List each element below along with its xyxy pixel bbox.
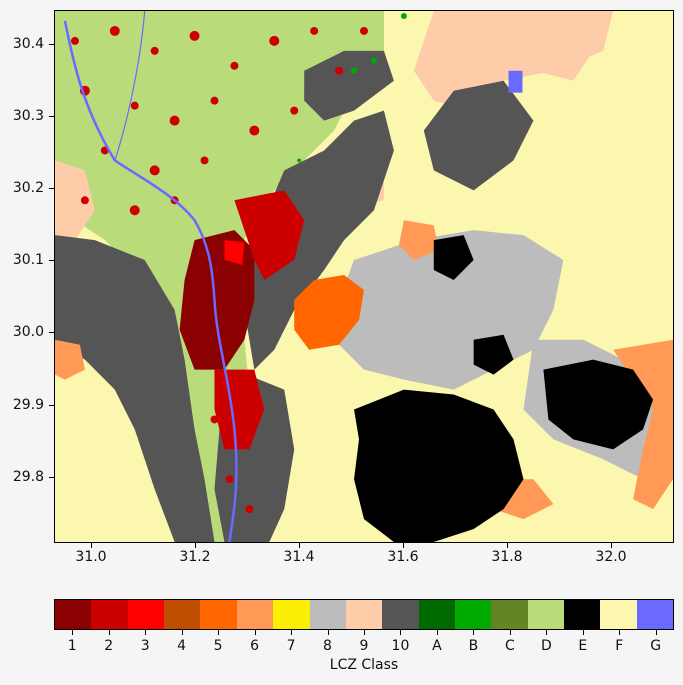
nile-branch — [114, 11, 146, 161]
region-heavy-industry-n — [304, 50, 394, 121]
region-sparsely-built-ne2 — [513, 11, 594, 81]
colorbar-swatch-2 — [91, 600, 128, 629]
colorbar-swatch-a — [418, 600, 455, 629]
x-tick-label: 31.2 — [179, 549, 211, 565]
colorbar-swatch-e — [564, 600, 601, 629]
y-tick-mark — [49, 405, 54, 406]
lcz-colorbar-ticks: 1 2 3 4 5 6 7 8 9 10 A B C D E F G — [54, 630, 674, 654]
colorbar-tick-label: 9 — [346, 630, 382, 654]
region-sparsely-built-w — [55, 160, 95, 241]
x-tick-mark — [507, 543, 508, 548]
y-tick-label: 29.9 — [12, 397, 44, 413]
y-tick-label: 30.2 — [12, 180, 44, 196]
x-tick-mark — [195, 543, 196, 548]
colorbar-tick-label: G — [638, 630, 674, 654]
region-open-lowrise-w — [55, 339, 85, 380]
region-open-lowrise-c — [398, 220, 439, 261]
y-tick-mark — [49, 260, 54, 261]
region-compact-midrise-s — [214, 369, 265, 450]
villages — [70, 25, 368, 514]
region-compact-highrise — [179, 230, 255, 370]
region-bare-rock — [354, 389, 524, 542]
colorbar-tick-label: 4 — [163, 630, 199, 654]
colorbar-tick-label: 6 — [236, 630, 272, 654]
colorbar-tick-label: D — [528, 630, 564, 654]
colorbar-tick-label: B — [455, 630, 491, 654]
colorbar-swatch-7 — [273, 600, 310, 629]
colorbar-tick-label: 2 — [90, 630, 126, 654]
x-tick-label: 31.0 — [75, 549, 107, 565]
colorbar-swatch-5 — [200, 600, 237, 629]
colorbar-swatch-10 — [382, 600, 419, 629]
colorbar-tick-label: 7 — [273, 630, 309, 654]
y-tick-label: 30.3 — [12, 108, 44, 124]
colorbar-tick-label: A — [419, 630, 455, 654]
region-bare-rock-c2 — [473, 334, 514, 375]
colorbar-swatch-1 — [55, 600, 92, 629]
colorbar-swatch-b — [454, 600, 492, 629]
region-open-midrise — [294, 275, 364, 350]
y-tick-mark — [49, 477, 54, 478]
region-compact-lowrise — [224, 240, 245, 266]
x-tick-label: 32.0 — [595, 549, 627, 565]
y-tick-mark — [49, 116, 54, 117]
region-heavy-industry-c — [244, 110, 394, 370]
colorbar-swatch-g — [636, 600, 674, 629]
colorbar-tick-label: C — [492, 630, 528, 654]
y-tick-label: 30.4 — [12, 36, 44, 52]
lcz-map-raster — [55, 11, 673, 542]
region-bare-rock-c — [433, 235, 474, 280]
colorbar-swatch-9 — [345, 600, 383, 629]
colorbar-tick-label: 5 — [200, 630, 236, 654]
y-tick-label: 30.1 — [12, 252, 44, 268]
colorbar-title: LCZ Class — [329, 657, 399, 673]
colorbar-swatch-8 — [309, 600, 346, 629]
nile-river — [63, 20, 238, 542]
y-tick-label: 30.0 — [12, 324, 44, 340]
x-tick-mark — [91, 543, 92, 548]
x-tick-label: 31.4 — [283, 549, 315, 565]
x-tick-label: 31.8 — [491, 549, 523, 565]
colorbar-tick-label: 10 — [382, 630, 418, 654]
lcz-colorbar — [54, 599, 674, 630]
colorbar-swatch-c — [491, 600, 528, 629]
lcz-map — [54, 10, 674, 543]
x-tick-mark — [611, 543, 612, 548]
colorbar-tick-label: E — [565, 630, 601, 654]
x-tick-mark — [299, 543, 300, 548]
y-tick-label: 29.8 — [12, 469, 44, 485]
colorbar-tick-label: F — [601, 630, 637, 654]
y-tick-mark — [49, 188, 54, 189]
region-heavy-industry-ne — [423, 80, 534, 191]
colorbar-swatch-4 — [164, 600, 201, 629]
region-bare-rock-e — [543, 359, 654, 450]
colorbar-swatch-f — [600, 600, 637, 629]
region-compact-midrise — [234, 190, 305, 280]
water-body — [508, 70, 523, 93]
colorbar-swatch-6 — [236, 600, 274, 629]
y-tick-mark — [49, 44, 54, 45]
colorbar-tick-label: 1 — [54, 630, 90, 654]
region-heavy-industry-w — [55, 235, 215, 542]
colorbar-tick-label: 8 — [309, 630, 345, 654]
x-tick-label: 31.6 — [387, 549, 419, 565]
y-tick-mark — [49, 332, 54, 333]
colorbar-swatch-d — [527, 600, 565, 629]
x-tick-mark — [403, 543, 404, 548]
colorbar-swatch-3 — [127, 600, 165, 629]
scattered-trees — [297, 12, 407, 163]
region-open-lowrise-se — [613, 339, 673, 510]
colorbar-tick-label: 3 — [127, 630, 163, 654]
